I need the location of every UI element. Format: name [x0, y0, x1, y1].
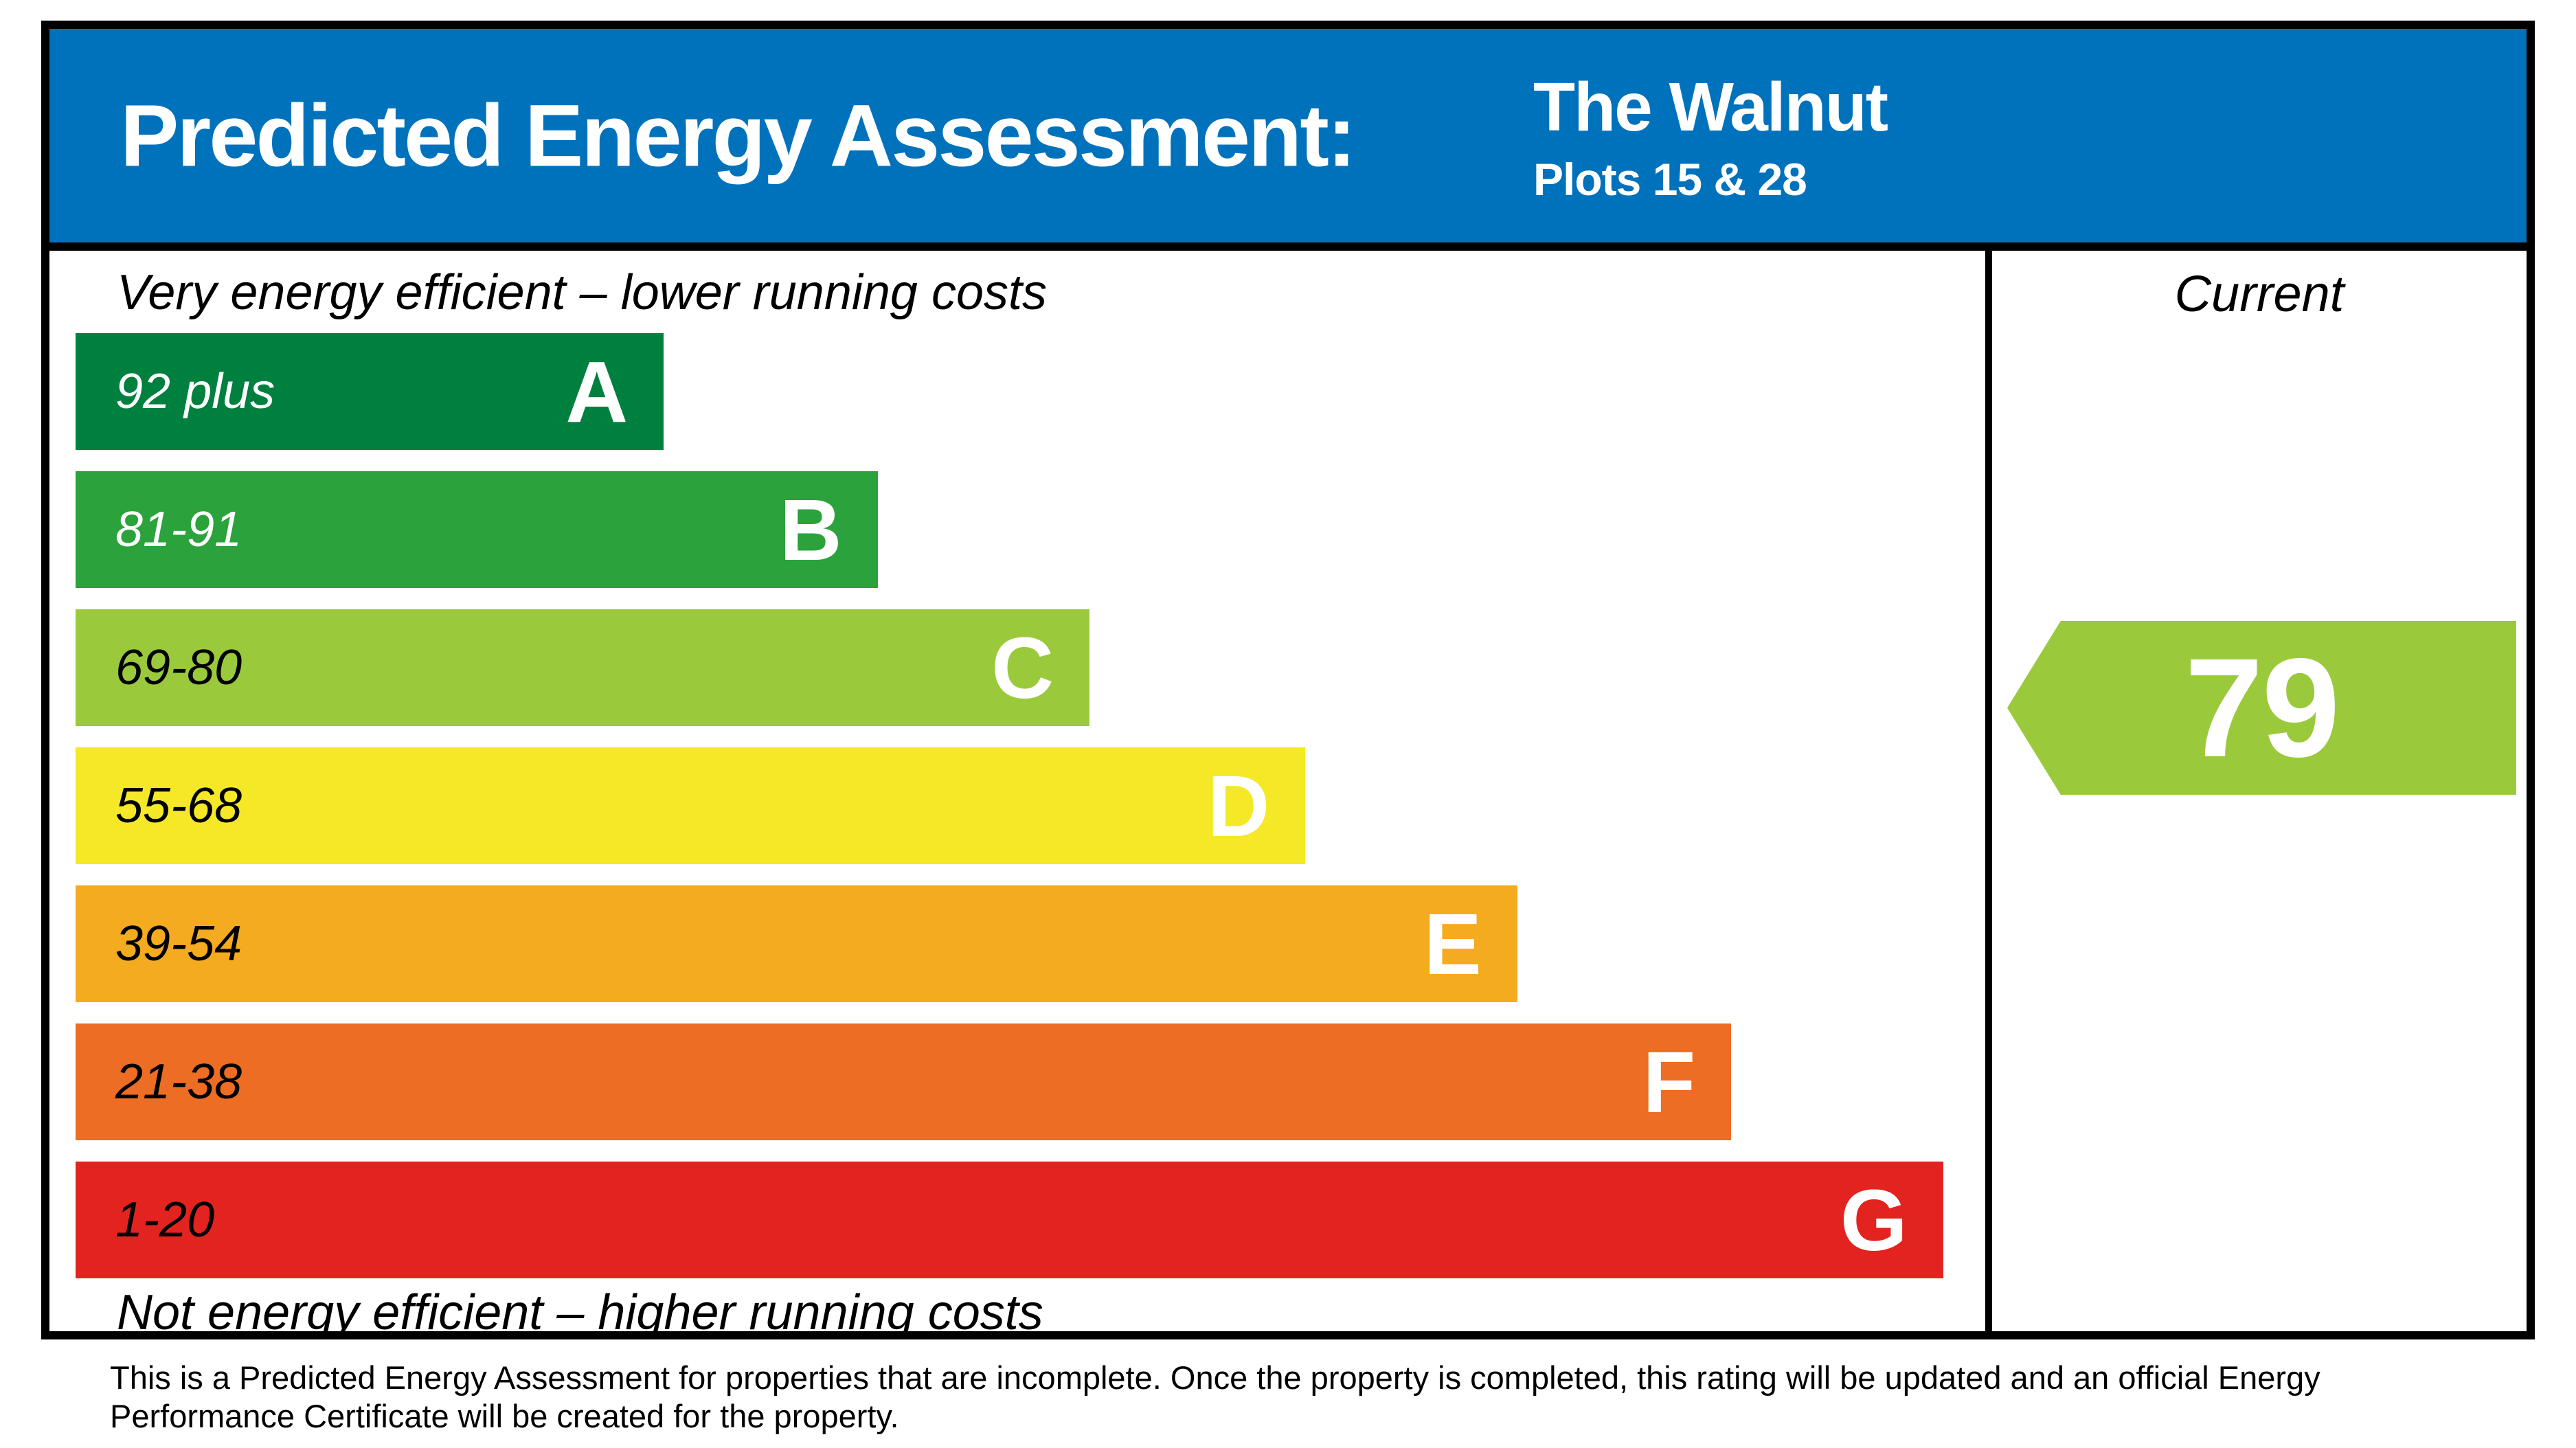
column-divider	[1985, 251, 1992, 1331]
current-column-header: Current	[2174, 265, 2345, 322]
epc-band-letter: D	[1207, 757, 1270, 855]
caption-not-efficient: Not energy efficient – higher running co…	[117, 1285, 1043, 1340]
epc-band-range: 55-68	[115, 778, 242, 833]
epc-band-letter: G	[1840, 1171, 1908, 1269]
certificate-frame: Predicted Energy Assessment: The Walnut …	[41, 21, 2535, 1340]
caption-very-efficient: Very energy efficient – lower running co…	[117, 265, 1048, 320]
epc-band-range: 1-20	[115, 1192, 215, 1247]
epc-band-range: 81-91	[115, 502, 242, 557]
epc-band-letter: F	[1642, 1033, 1696, 1131]
epc-band-bar: 39-54 E	[76, 885, 1517, 1002]
epc-band-bar: 92 plus A	[76, 333, 664, 450]
epc-band-range: 39-54	[115, 916, 242, 971]
property-name: The Walnut	[1533, 69, 1888, 146]
epc-band-letter: B	[779, 481, 842, 578]
epc-band-range: 69-80	[115, 640, 242, 695]
epc-band-bar: 1-20 G	[76, 1162, 1943, 1278]
epc-band-letter: A	[565, 343, 629, 440]
epc-band-bar: 81-91 B	[76, 471, 878, 588]
chart-area: Very energy efficient – lower running co…	[49, 251, 2527, 1340]
epc-band-letter: C	[991, 619, 1054, 716]
epc-band-range: 21-38	[115, 1054, 242, 1109]
page-title: Predicted Energy Assessment:	[120, 87, 1356, 185]
epc-band-bar: 55-68 D	[76, 747, 1306, 864]
current-rating-arrow: 79	[2007, 621, 2516, 795]
epc-band-letter: E	[1423, 895, 1482, 993]
plots-label: Plots 15 & 28	[1533, 154, 1807, 205]
epc-bands: 92 plus A 81-91 B 69-80 C 55-68 D 39-54 …	[76, 333, 1985, 1300]
header: Predicted Energy Assessment: The Walnut …	[49, 29, 2527, 251]
epc-band-range: 92 plus	[115, 364, 275, 419]
epc-band-bar: 69-80 C	[76, 609, 1090, 726]
header-property-block: The Walnut Plots 15 & 28	[1533, 69, 1888, 205]
epc-band-bar: 21-38 F	[76, 1023, 1732, 1140]
footer-disclaimer: This is a Predicted Energy Assessment fo…	[110, 1359, 2320, 1434]
current-rating-value: 79	[2184, 629, 2340, 787]
